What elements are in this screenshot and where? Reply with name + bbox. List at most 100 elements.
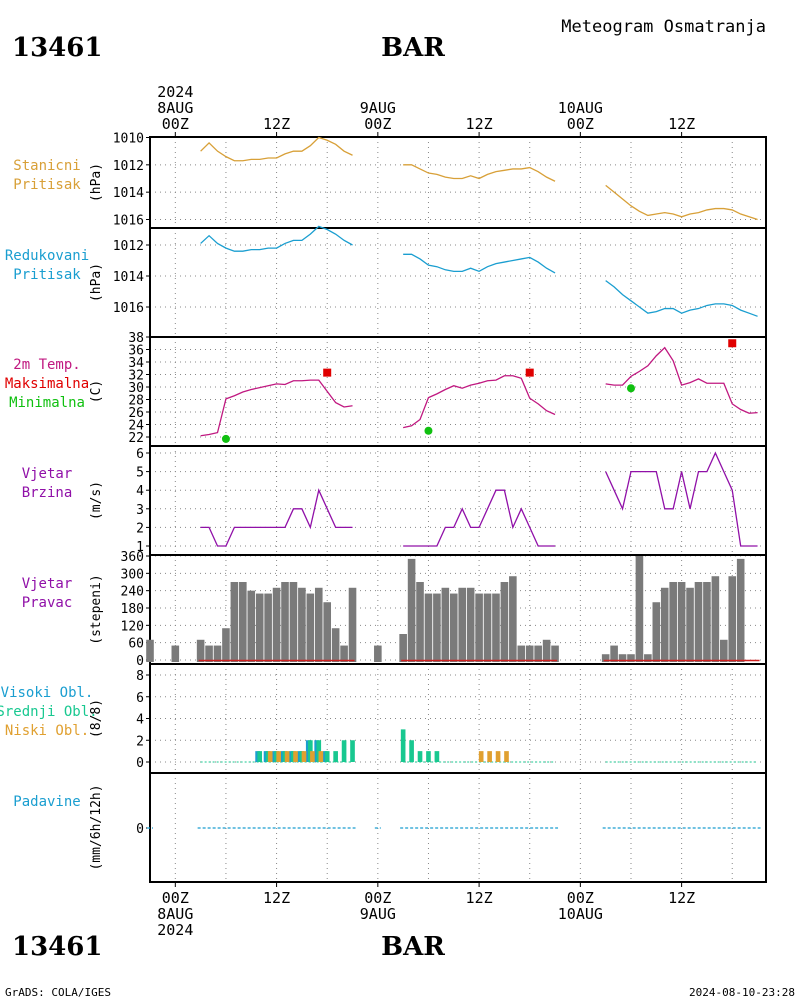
tmax-marker: [323, 368, 332, 377]
direction-bar: [525, 645, 534, 662]
panel-reduced_pressure: 1012 1014 1016 (hPa)Redukovani Pritisak: [5, 225, 767, 338]
tmax-marker: [728, 339, 737, 348]
bottom-time-label: 12Z: [263, 889, 290, 907]
y-tick-label: 60: [128, 637, 144, 652]
bottom-time-label: 00Z: [567, 889, 594, 907]
panel-label: Niski Obl.: [5, 723, 89, 739]
bottom-time-label: 10AUG: [558, 905, 603, 923]
direction-bar: [239, 582, 247, 662]
y-tick-label: 30: [128, 381, 144, 396]
station-name-top: BAR: [381, 33, 445, 63]
direction-bar: [255, 593, 264, 662]
y-tick-label: 0: [136, 822, 144, 837]
bottom-time-label: 2024: [157, 921, 193, 939]
direction-bar: [416, 582, 424, 662]
y-tick-label: 36: [128, 344, 144, 359]
direction-bar: [331, 628, 340, 662]
y-tick-label: 24: [128, 419, 144, 434]
y-axis-label: (stepeni): [89, 574, 104, 644]
direction-bar: [272, 587, 281, 662]
panel-label: Pravac: [22, 595, 73, 611]
top-time-label: 2024: [157, 83, 193, 101]
wind-speed-line: [605, 451, 758, 547]
cloud-bar: [257, 751, 263, 762]
tmin-marker: [221, 434, 230, 443]
cloud-bar: [504, 751, 509, 762]
direction-bar: [433, 593, 441, 662]
y-tick-label: 180: [121, 602, 144, 617]
panel-label: Pritisak: [13, 267, 81, 283]
panel-label: 2m Temp.: [13, 357, 80, 373]
footer-timestamp: 2024-08-10-23:28: [689, 986, 795, 999]
y-tick-label: 0: [136, 654, 144, 669]
bottom-time-label: 00Z: [364, 889, 391, 907]
direction-bar: [323, 602, 332, 662]
direction-bar: [686, 587, 694, 662]
direction-bar: [424, 593, 433, 662]
direction-bar: [720, 639, 728, 662]
cloud-bar: [487, 751, 492, 762]
direction-bar: [264, 593, 272, 662]
cloud-bar: [293, 751, 298, 762]
top-time-label: 12Z: [466, 115, 493, 133]
cloud-bar: [318, 751, 324, 762]
direction-bar: [407, 558, 416, 662]
y-axis-label: (mm/6h/12h): [89, 784, 104, 870]
station-pressure-line: [403, 164, 556, 182]
cloud-bar: [284, 751, 290, 762]
direction-bar: [534, 645, 542, 662]
top-time-label: 00Z: [162, 115, 189, 133]
panel-label: Minimalna: [9, 395, 85, 411]
direction-bar: [289, 582, 298, 662]
y-tick-label: 1: [136, 540, 144, 555]
y-tick-label: 2: [136, 734, 144, 749]
y-tick-label: 32: [128, 369, 144, 384]
direction-bar: [146, 639, 154, 662]
direction-bar: [635, 556, 644, 662]
direction-bar: [298, 587, 306, 662]
direction-bar: [660, 587, 669, 662]
y-tick-label: 4: [136, 484, 144, 499]
direction-bar: [669, 582, 677, 662]
direction-bar: [458, 587, 467, 662]
direction-bar: [644, 654, 652, 662]
top-time-label: 00Z: [364, 115, 391, 133]
y-axis-label: (8/8): [89, 699, 104, 738]
y-tick-label: 34: [128, 356, 144, 371]
direction-bar: [449, 593, 458, 662]
temperature-line: [200, 379, 353, 437]
y-tick-label: 28: [128, 394, 144, 409]
panel-frame: [149, 227, 767, 338]
y-tick-label: 6: [136, 447, 144, 462]
tmin-marker: [626, 384, 635, 393]
direction-bar: [466, 587, 475, 662]
direction-bar: [213, 645, 222, 662]
direction-bar: [627, 654, 635, 662]
reduced-pressure-line: [605, 280, 758, 317]
y-tick-label: 0: [136, 756, 144, 771]
tmin-marker: [424, 426, 433, 435]
direction-bar: [399, 634, 407, 662]
y-tick-label: 8: [136, 669, 144, 684]
y-tick-label: 1016: [113, 214, 144, 229]
direction-bar: [196, 639, 205, 662]
panel-label: Maksimalna: [5, 376, 89, 392]
direction-bar: [509, 576, 517, 662]
chart-title: Meteogram Osmatranja: [561, 17, 766, 37]
cloud-bar: [333, 751, 338, 762]
direction-bar: [348, 587, 357, 662]
direction-bar: [703, 582, 711, 662]
direction-bar: [247, 590, 256, 662]
panel-label: Vjetar: [22, 466, 73, 482]
direction-bar: [171, 645, 180, 662]
cloud-bar: [276, 751, 281, 762]
cloud-bar: [310, 751, 315, 762]
direction-bar: [205, 645, 213, 662]
y-tick-label: 38: [128, 331, 144, 346]
y-axis-label: (C): [89, 380, 104, 403]
tmax-marker: [525, 368, 534, 377]
y-tick-label: 4: [136, 713, 144, 728]
direction-bar: [483, 593, 492, 662]
